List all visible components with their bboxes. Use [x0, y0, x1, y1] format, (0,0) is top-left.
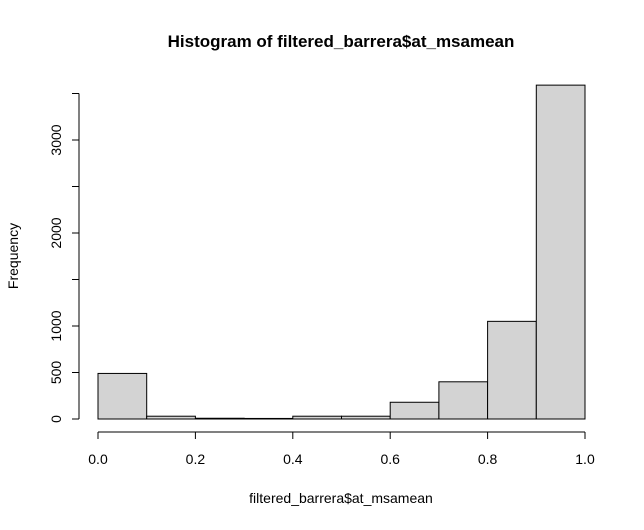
x-tick-label: 0.2 [186, 451, 206, 467]
histogram-bar [535, 84, 586, 420]
x-axis: 0.0 0.2 0.4 0.6 0.8 1.0 [88, 431, 595, 467]
histogram-bar [389, 401, 440, 420]
y-tick-label: 3000 [48, 124, 64, 155]
histogram-bar [146, 415, 196, 420]
histogram-bar [487, 320, 537, 420]
chart-title: Histogram of filtered_barrera$at_msamean [168, 32, 515, 51]
histogram-bar [243, 417, 294, 420]
x-tick-label: 1.0 [575, 451, 595, 467]
x-tick-label: 0.4 [283, 451, 303, 467]
y-tick-label: 500 [48, 361, 64, 385]
y-tick-label: 1000 [48, 310, 64, 341]
x-tick-label: 0.6 [380, 451, 400, 467]
histogram-bar [341, 415, 391, 420]
x-tick-label: 0.0 [88, 451, 108, 467]
histogram-bar [438, 381, 489, 420]
y-tick-label: 0 [48, 415, 64, 423]
x-axis-label: filtered_barrera$at_msamean [249, 490, 433, 506]
x-tick-label: 0.8 [478, 451, 498, 467]
histogram-bar [97, 372, 148, 420]
y-axis: 0 500 1000 2000 3000 [48, 93, 80, 423]
histogram-bar [194, 417, 245, 420]
bars-group [97, 84, 586, 420]
y-tick-label: 2000 [48, 217, 64, 248]
y-axis-label: Frequency [5, 223, 21, 289]
histogram-bar [292, 415, 342, 420]
